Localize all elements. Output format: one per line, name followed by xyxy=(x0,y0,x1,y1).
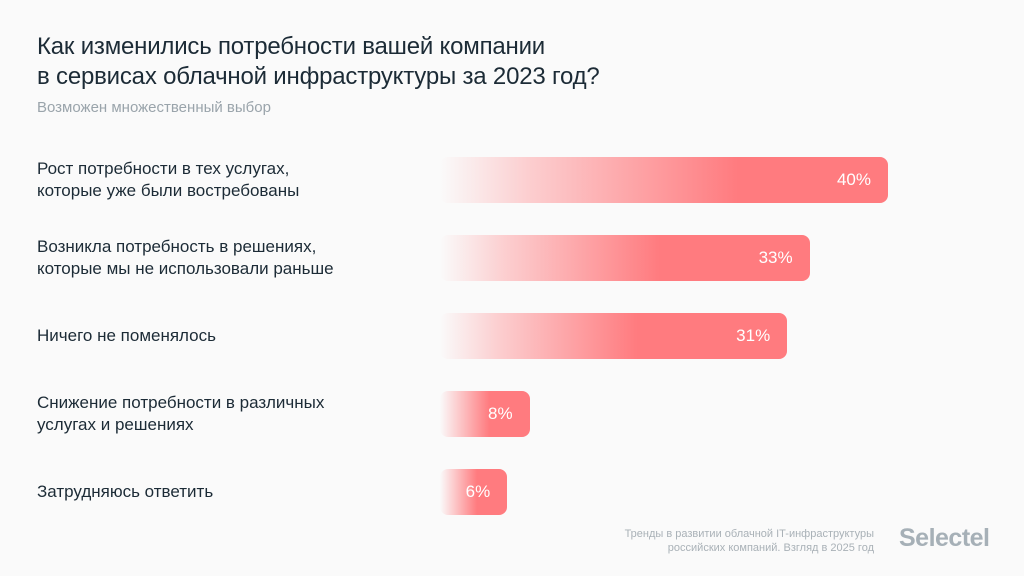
category-label: Затрудняюсь ответить xyxy=(37,481,213,503)
chart-title: Как изменились потребности вашей компани… xyxy=(37,32,600,92)
source-note-line-1: Тренды в развитии облачной IT-инфраструк… xyxy=(624,528,874,540)
selectel-logo: Selectel xyxy=(899,524,990,552)
source-note-line-2: российских компаний. Взгляд в 2025 год xyxy=(667,542,874,554)
source-note: Тренды в развитии облачной IT-инфраструк… xyxy=(625,527,874,555)
bar xyxy=(440,157,888,203)
category-label-line: Затрудняюсь ответить xyxy=(37,482,214,501)
chart-title-line-2: в сервисах облачной инфраструктуры за 20… xyxy=(37,63,600,90)
data-label: 40% xyxy=(836,170,871,189)
chart-subtitle: Возможен множественный выбор xyxy=(37,99,271,116)
bar xyxy=(440,391,530,437)
category-label-line: Снижение потребности в различных xyxy=(37,393,325,412)
category-label-line: которые мы не использовали раньше xyxy=(37,259,334,278)
data-label: 33% xyxy=(758,248,793,267)
data-label: 8% xyxy=(488,404,513,423)
data-label: 6% xyxy=(465,482,491,501)
category-label: Снижение потребности в различных услугах … xyxy=(37,392,324,436)
category-label-line: Ничего не поменялось xyxy=(37,326,216,345)
data-label: 31% xyxy=(736,326,771,345)
category-label-line: которые уже были востребованы xyxy=(37,181,300,200)
category-label: Рост потребности в тех услугах, которые у… xyxy=(37,158,299,202)
category-label-line: Рост потребности в тех услугах, xyxy=(37,159,290,178)
bar xyxy=(440,469,508,515)
category-label-line: Возникла потребность в решениях, xyxy=(37,237,317,256)
category-label: Возникла потребность в решениях, которые … xyxy=(37,236,334,280)
category-label-line: услугах и решениях xyxy=(37,415,194,434)
bar xyxy=(440,313,788,359)
category-label: Ничего не поменялось xyxy=(37,325,216,347)
bar xyxy=(440,235,810,281)
chart-title-line-1: Как изменились потребности вашей компани… xyxy=(37,33,545,60)
